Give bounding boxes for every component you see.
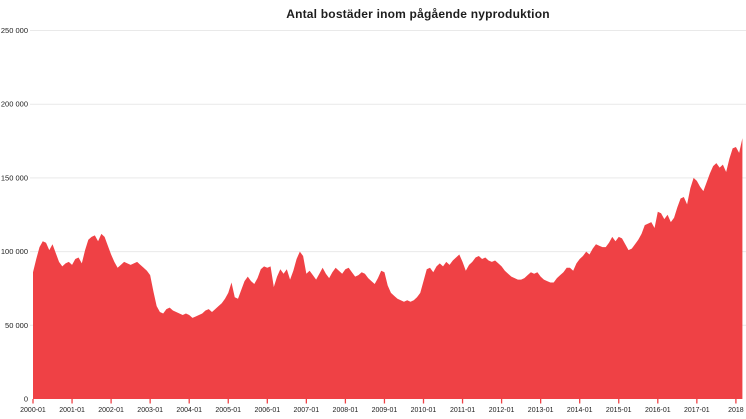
y-axis-label: 250 000	[1, 26, 28, 35]
x-axis-label: 2018	[728, 407, 744, 414]
x-axis-label: 2000-01	[20, 407, 46, 414]
x-axis-label: 2006-01	[254, 407, 280, 414]
area-series	[33, 138, 743, 399]
x-axis-label: 2014-01	[567, 407, 593, 414]
y-axis-label: 50 000	[5, 321, 28, 330]
x-axis-label: 2003-01	[137, 407, 163, 414]
x-axis-label: 2005-01	[215, 407, 241, 414]
x-axis-label: 2012-01	[489, 407, 515, 414]
x-axis-label: 2001-01	[59, 407, 85, 414]
x-axis-label: 2002-01	[98, 407, 124, 414]
x-axis-label: 2013-01	[528, 407, 554, 414]
x-axis-label: 2017-01	[684, 407, 710, 414]
x-axis-label: 2011-01	[450, 407, 475, 414]
x-axis-label: 2007-01	[293, 407, 319, 414]
y-axis-label: 100 000	[1, 247, 28, 256]
y-axis-label: 200 000	[1, 100, 28, 109]
y-axis-label: 150 000	[1, 173, 28, 182]
chart-title: Antal bostäder inom pågående nyproduktio…	[286, 7, 550, 21]
x-axis-label: 2009-01	[372, 407, 398, 414]
y-axis-label: 0	[24, 395, 28, 404]
x-axis-label: 2010-01	[411, 407, 437, 414]
x-axis-label: 2015-01	[606, 407, 632, 414]
x-axis-label: 2016-01	[645, 407, 671, 414]
x-axis-label: 2004-01	[176, 407, 202, 414]
x-axis-label: 2008-01	[333, 407, 359, 414]
